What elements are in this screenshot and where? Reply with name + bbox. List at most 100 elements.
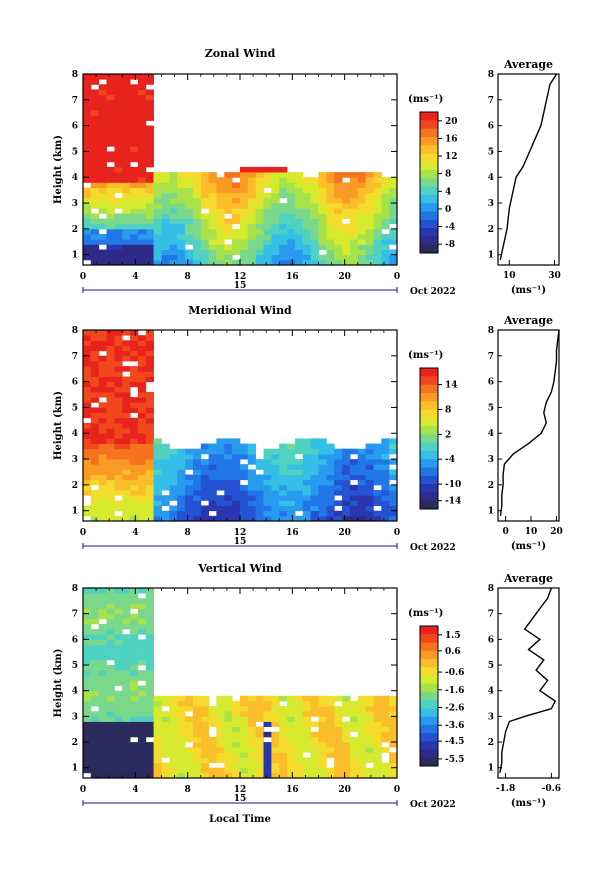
heat-cell [185, 464, 194, 470]
heat-cell [318, 438, 327, 444]
heat-cell [137, 187, 147, 194]
heat-cell [98, 197, 107, 204]
heat-cell [177, 244, 186, 250]
heat-cell [90, 438, 100, 444]
heat-cell [83, 177, 92, 183]
colorbar-swatch [420, 741, 438, 750]
heat-cell [130, 254, 139, 261]
heat-cell [334, 742, 343, 748]
x-tick-label: 16 [286, 272, 299, 282]
heat-cell [349, 742, 359, 748]
heat-cell [192, 259, 202, 266]
heat-cell [224, 203, 233, 209]
heat-cell [83, 670, 92, 676]
heat-cell [326, 500, 335, 506]
heat-cell [161, 731, 170, 738]
heat-cell [310, 197, 319, 204]
colorbar-tick-label: -4 [445, 455, 455, 465]
heat-cell [263, 711, 272, 717]
heat-cell [373, 510, 382, 517]
heat-cell [90, 716, 100, 722]
heat-cell [177, 239, 186, 245]
heat-cell [122, 254, 131, 261]
heat-cell [318, 505, 327, 512]
heat-cell [153, 244, 162, 250]
heat-cell [287, 757, 296, 763]
heat-cell [216, 706, 225, 712]
heat-cell [130, 99, 139, 106]
heat-cell [114, 161, 123, 168]
heat-cell [90, 639, 100, 645]
heat-cell [224, 767, 233, 774]
heat-cell [130, 187, 139, 194]
heat-cell [287, 731, 296, 738]
heat-cell [177, 208, 186, 214]
heat-cell [373, 259, 382, 266]
heat-cell [310, 510, 319, 517]
heat-cell [208, 192, 217, 199]
heat-cell [177, 721, 186, 727]
heat-cell [122, 453, 131, 460]
heat-cell [349, 203, 359, 209]
heat-cell [216, 742, 225, 748]
heat-cell [122, 417, 131, 424]
heat-cell [122, 192, 131, 199]
heat-cell [279, 495, 288, 501]
colorbar-swatch [420, 650, 438, 660]
heat-cell [90, 391, 100, 398]
heat-cell [137, 613, 147, 620]
heat-cell [389, 187, 398, 194]
heat-cell [130, 223, 139, 230]
heat-cell [216, 747, 225, 753]
heat-cell [263, 510, 272, 517]
heat-cell [389, 767, 398, 774]
heat-cell [161, 249, 170, 256]
x-tick-label: 8 [185, 272, 191, 282]
heat-cell [137, 736, 147, 743]
heat-cell [90, 110, 100, 116]
heat-cell [247, 731, 256, 738]
heat-cell [90, 428, 100, 434]
heat-cell [310, 459, 319, 465]
heat-cell [130, 146, 139, 152]
heat-cell [122, 721, 131, 727]
heat-cell [130, 84, 139, 90]
heat-cell [130, 141, 139, 147]
heat-cell [122, 443, 131, 450]
heat-cell [106, 742, 115, 748]
heat-cell [130, 588, 139, 594]
heat-cell [130, 371, 139, 377]
heat-cell [279, 500, 288, 506]
heat-cell [90, 182, 100, 188]
heat-cell [389, 716, 398, 722]
heat-cell [114, 459, 123, 465]
heat-cell [349, 239, 359, 245]
heat-cell [161, 254, 170, 261]
heat-cell [302, 701, 312, 707]
heat-cell [106, 649, 115, 656]
heat-cell [98, 130, 107, 137]
heat-cell [357, 469, 367, 475]
heat-cell [365, 716, 374, 722]
heat-cell [381, 203, 390, 209]
heat-cell [153, 203, 162, 209]
heat-cell [232, 726, 241, 733]
heat-cell [216, 515, 225, 522]
heat-cell [287, 479, 296, 486]
heat-cell [326, 726, 335, 733]
heat-cell [287, 443, 296, 450]
heat-cell [310, 701, 319, 707]
heat-cell [342, 249, 351, 256]
heat-cell [153, 213, 162, 219]
heat-cell [232, 203, 241, 209]
heat-cell [83, 402, 92, 408]
heat-cell [130, 685, 139, 692]
heat-cell [192, 484, 202, 491]
heat-cell [200, 706, 209, 712]
heat-cell [153, 234, 162, 240]
heat-cell [90, 675, 100, 681]
profile-frame [497, 73, 560, 266]
heat-cell [90, 464, 100, 470]
heat-cell [106, 685, 115, 692]
heat-cell [106, 130, 115, 137]
